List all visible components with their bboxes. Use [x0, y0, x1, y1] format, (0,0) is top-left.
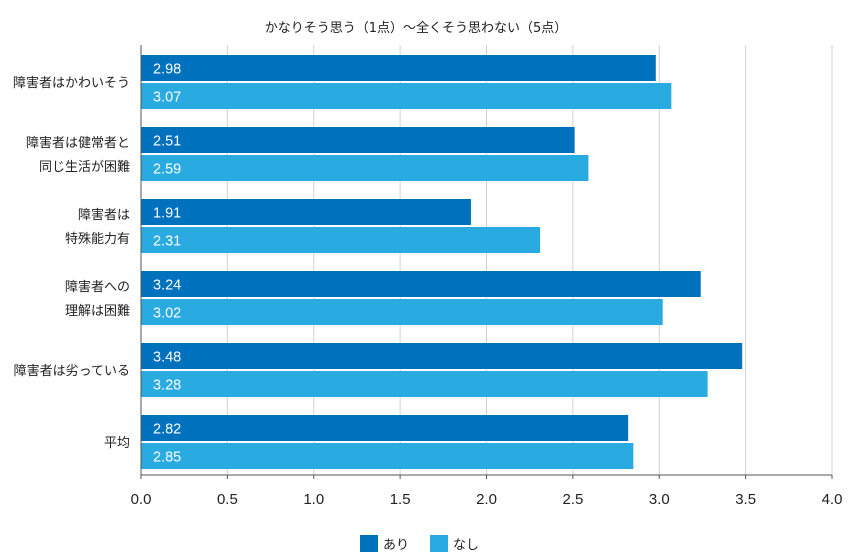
category-label: 障害者は — [78, 207, 130, 223]
bar-ari — [141, 415, 629, 441]
bar-nashi — [141, 371, 708, 397]
x-tick-label: 0.0 — [131, 491, 152, 508]
bar-ari — [141, 343, 743, 369]
category-label: 理解は困難 — [65, 304, 130, 319]
bar-nashi — [141, 443, 634, 469]
bar-ari — [141, 127, 575, 153]
value-label: 2.59 — [153, 162, 181, 178]
bar-ari — [141, 55, 656, 81]
value-label: 2.98 — [153, 62, 181, 78]
x-tick-label: 2.5 — [562, 491, 583, 508]
value-label: 2.31 — [153, 234, 181, 250]
x-tick-label: 2.0 — [476, 491, 497, 508]
value-label: 3.48 — [153, 350, 181, 366]
category-label: 平均 — [104, 436, 130, 451]
value-labels: 2.98 3.07 2.51 2.59 1.91 2.31 3.24 3.02 3.48 3.28… — [153, 62, 181, 466]
legend-swatch-ari — [360, 535, 378, 552]
bar-nashi — [141, 227, 541, 253]
value-label: 3.07 — [153, 90, 181, 106]
legend-swatch-nashi — [430, 535, 448, 552]
legend-label: なし — [453, 538, 479, 553]
value-label: 2.51 — [153, 134, 181, 150]
category-label: 同じ生活が困難 — [39, 160, 130, 175]
value-label: 2.82 — [153, 422, 181, 438]
bar-nashi — [141, 83, 672, 109]
category-label: 障害者はかわいそう — [13, 75, 130, 91]
bar-nashi — [141, 299, 663, 325]
x-tick-label: 1.0 — [303, 491, 324, 508]
bars — [141, 55, 743, 469]
value-label: 2.85 — [153, 450, 181, 466]
legend: あり なし — [360, 535, 479, 553]
x-tick-label: 3.5 — [735, 491, 756, 508]
gridlines — [226, 45, 833, 475]
value-label: 3.02 — [153, 306, 181, 322]
bar-ari — [141, 199, 471, 225]
category-label: 特殊能力有 — [65, 232, 130, 247]
x-tick-label: 4.0 — [822, 491, 843, 508]
value-label: 3.24 — [153, 278, 181, 294]
category-label: 障害者は健常者と — [26, 135, 130, 151]
x-tick-label: 3.0 — [649, 491, 670, 508]
x-tick-label: 0.5 — [217, 491, 238, 508]
category-label: 障害者への — [65, 279, 130, 295]
value-label: 3.28 — [153, 378, 181, 394]
axes: 0.0 0.5 1.0 1.5 2.0 2.5 3.0 3.5 4.0障害者はかわいそう障害者は… — [13, 45, 842, 508]
x-tick-label: 1.5 — [390, 491, 411, 508]
value-label: 1.91 — [153, 206, 181, 222]
chart-title: かなりそう思う（1点）～全くそう思わない（5点） — [265, 20, 568, 36]
category-label: 障害者は劣っている — [14, 363, 130, 379]
bar-nashi — [141, 155, 589, 181]
bar-ari — [141, 271, 701, 297]
legend-label: あり — [383, 538, 409, 553]
